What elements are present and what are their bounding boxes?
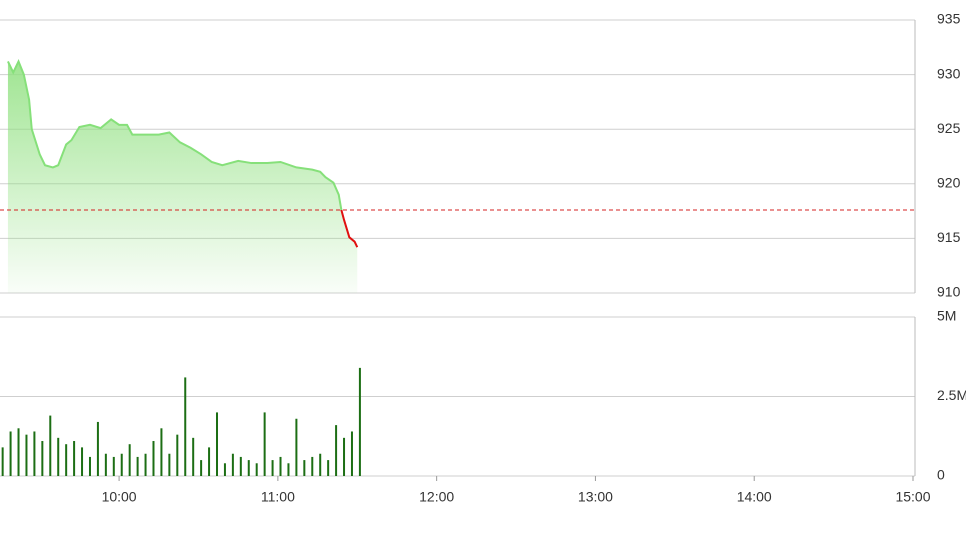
x-tick-label: 14:00	[737, 489, 772, 505]
volume-bar	[57, 437, 60, 476]
y-tick-label: 925	[937, 120, 961, 136]
x-tick-label: 11:00	[261, 489, 295, 505]
volume-bar	[65, 444, 68, 476]
volume-bar	[33, 431, 36, 476]
x-tick-label: 15:00	[895, 489, 930, 505]
volume-bar	[73, 441, 76, 476]
volume-bar	[271, 460, 274, 476]
volume-bar	[208, 447, 211, 476]
y-tick-label: 910	[937, 284, 961, 300]
volume-bar	[1, 447, 4, 476]
volume-bar	[200, 460, 203, 476]
x-tick-label: 12:00	[419, 489, 454, 505]
volume-bar	[319, 453, 322, 476]
x-tick-label: 10:00	[102, 489, 137, 505]
volume-bar	[88, 456, 91, 476]
volume-bar	[287, 463, 290, 476]
volume-bar	[144, 453, 147, 476]
volume-bar	[192, 437, 195, 476]
volume-bar	[41, 441, 44, 476]
price-line-up	[7, 59, 343, 211]
volume-bar	[49, 415, 52, 476]
volume-bar	[279, 456, 282, 476]
y-tick-label: 920	[937, 175, 961, 191]
volume-bar	[184, 377, 187, 476]
volume-bar	[9, 431, 12, 476]
y-tick-label: 915	[937, 229, 961, 245]
volume-bar	[120, 453, 123, 476]
volume-bar	[152, 441, 155, 476]
volume-bar	[104, 453, 107, 476]
volume-bar	[358, 367, 361, 476]
price-area	[7, 61, 358, 293]
volume-bar	[17, 428, 20, 476]
x-tick-label: 13:00	[578, 489, 613, 505]
volume-bar	[239, 456, 242, 476]
volume-bar	[343, 437, 346, 476]
volume-bar	[335, 425, 338, 476]
volume-bar	[263, 412, 266, 476]
y-tick-label: 2.5M	[937, 387, 966, 403]
volume-bar	[327, 460, 330, 476]
volume-bar	[160, 428, 163, 476]
y-tick-label: 935	[937, 11, 961, 27]
y-tick-label: 930	[937, 65, 961, 81]
y-tick-label: 5M	[937, 308, 956, 324]
volume-bar	[216, 412, 219, 476]
volume-bar	[112, 456, 115, 476]
volume-bar	[350, 431, 353, 476]
volume-bar	[311, 456, 314, 476]
volume-bar	[96, 421, 99, 476]
volume-bar	[303, 460, 306, 476]
volume-bar	[247, 460, 250, 476]
volume-bar	[128, 444, 131, 476]
y-tick-label: 0	[937, 467, 945, 483]
volume-bar	[295, 418, 298, 476]
volume-bar	[223, 463, 226, 476]
volume-bar	[25, 434, 28, 476]
volume-bar	[176, 434, 179, 476]
volume-bar	[81, 447, 84, 476]
volume-bar	[136, 456, 139, 476]
volume-bar	[168, 453, 171, 476]
volume-bar	[231, 453, 234, 476]
volume-bar	[255, 463, 258, 476]
